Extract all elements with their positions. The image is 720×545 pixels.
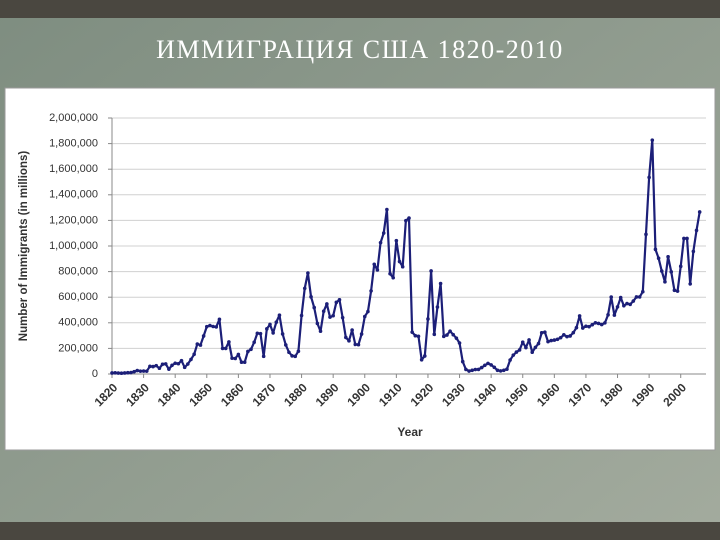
top-bar <box>0 0 720 18</box>
y-tick-label: 1,000,000 <box>49 240 98 252</box>
y-tick-label: 600,000 <box>58 291 98 303</box>
y-tick-label: 800,000 <box>58 266 98 278</box>
y-tick-label: 2,000,000 <box>49 112 98 124</box>
y-tick-label: 1,200,000 <box>49 214 98 226</box>
x-axis-label: Year <box>397 425 423 439</box>
slide-title: ИММИГРАЦИЯ США 1820-2010 <box>156 35 564 64</box>
y-tick-label: 0 <box>92 368 98 380</box>
bottom-bar <box>0 522 720 540</box>
data-line <box>110 138 702 376</box>
y-tick-label: 400,000 <box>58 317 98 329</box>
y-tick-label: 1,600,000 <box>49 163 98 175</box>
y-tick-label: 1,800,000 <box>49 138 98 150</box>
y-tick-label: 200,000 <box>58 342 98 354</box>
y-tick-label: 1,400,000 <box>49 189 98 201</box>
y-axis-label: Number of Immigrants (in millions) <box>18 151 30 342</box>
